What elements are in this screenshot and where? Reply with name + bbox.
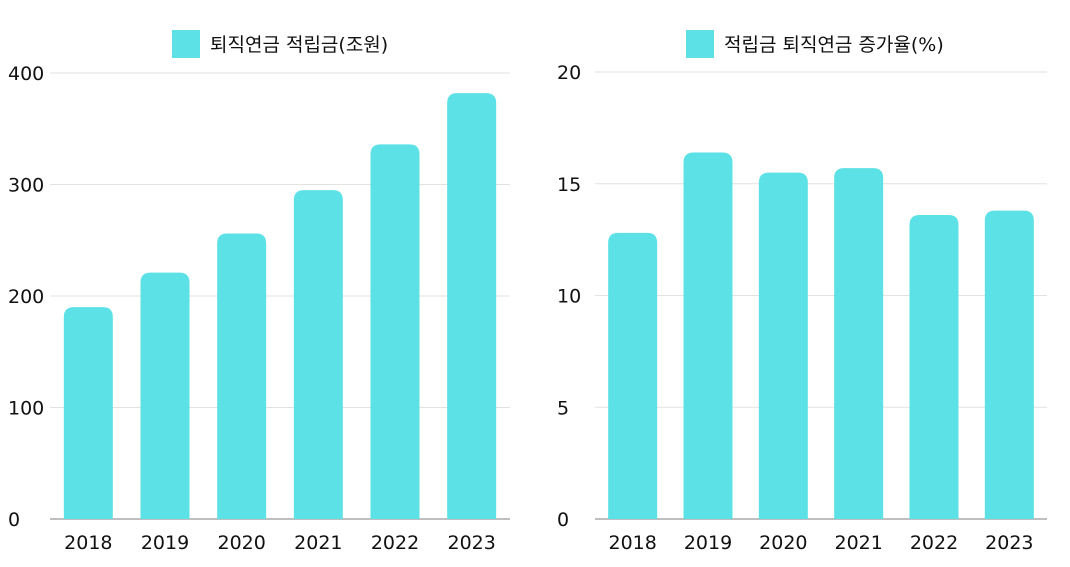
growth-bar [984, 210, 1034, 519]
growth-bar [608, 232, 658, 520]
growth-y-tick-label: 10 [557, 286, 581, 308]
growth-x-tick-label: 2022 [910, 532, 958, 554]
growth-x-tick-label: 2018 [608, 532, 656, 554]
growth-legend-label: 적립금 퇴직연금 증가율(%) [724, 34, 944, 56]
growth-x-tick-label: 2023 [985, 532, 1033, 554]
growth-bar [834, 168, 884, 520]
growth-legend: 적립금 퇴직연금 증가율(%) [686, 30, 944, 58]
reserve-y-tick-label: 0 [8, 509, 20, 531]
growth-y-tick-label: 15 [557, 174, 581, 196]
growth-rate-chart-svg: 적립금 퇴직연금 증가율(%) 0 5 10 15 20 2018 2019 2020 2021 2… [557, 30, 1047, 554]
reserve-x-tick-label: 2022 [371, 532, 419, 554]
reserve-x-tick-label: 2023 [447, 532, 495, 554]
reserve-y-tick-label: 400 [8, 63, 44, 85]
reserve-legend-swatch [172, 30, 200, 58]
reserve-bar [447, 93, 497, 519]
growth-y-tick-label: 20 [557, 62, 581, 84]
reserve-bar [217, 233, 267, 519]
growth-y-tick-label: 5 [557, 397, 569, 419]
reserve-y-tick-label: 300 [8, 175, 44, 197]
retirement-pension-reserve-chart: 퇴직연금 적립금(조원) 0 100 200 300 400 2018 2019 2020 202… [0, 0, 535, 563]
growth-x-tick-label: 2021 [834, 532, 882, 554]
growth-legend-swatch [686, 30, 714, 58]
reserve-x-tick-label: 2021 [294, 532, 342, 554]
reserve-x-tick-label: 2020 [217, 532, 265, 554]
reserve-legend: 퇴직연금 적립금(조원) [172, 30, 388, 58]
reserve-y-tick-label: 200 [8, 286, 44, 308]
reserve-x-tick-label: 2018 [64, 532, 112, 554]
growth-y-tick-label: 0 [557, 509, 569, 531]
reserve-growth-rate-chart: 적립금 퇴직연금 증가율(%) 0 5 10 15 20 2018 2019 2020 2021 2… [535, 0, 1070, 563]
growth-bar [909, 215, 959, 520]
growth-bar [683, 152, 733, 519]
reserve-bar [293, 190, 343, 519]
reserve-bar [63, 307, 113, 519]
growth-x-tick-label: 2020 [759, 532, 807, 554]
growth-bar [758, 172, 808, 519]
growth-x-tick-label: 2019 [684, 532, 732, 554]
reserve-bar [370, 144, 420, 520]
reserve-bar [140, 272, 190, 519]
reserve-y-tick-label: 100 [8, 398, 44, 420]
reserve-legend-label: 퇴직연금 적립금(조원) [210, 34, 388, 56]
reserve-chart-svg: 퇴직연금 적립금(조원) 0 100 200 300 400 2018 2019 2020 202… [8, 30, 510, 554]
reserve-x-tick-label: 2019 [141, 532, 189, 554]
